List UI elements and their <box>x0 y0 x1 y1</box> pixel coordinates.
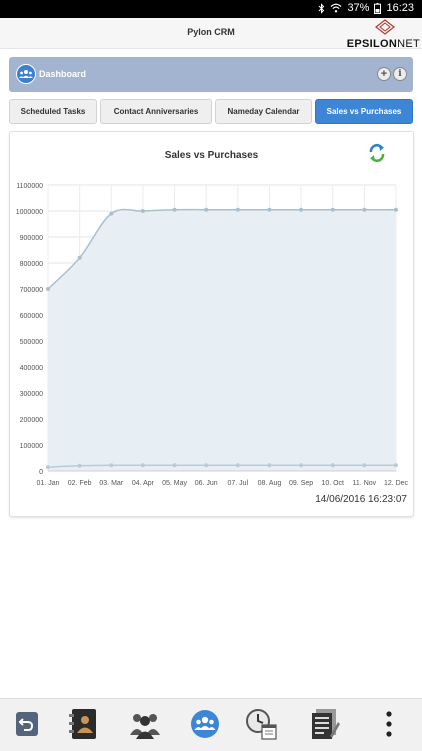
clock-time: 16:23 <box>386 2 414 14</box>
back-button[interactable] <box>10 707 44 741</box>
x-tick-label: 06. Jun <box>195 480 218 487</box>
dashboard-button[interactable] <box>188 707 222 741</box>
x-tick-label: 02. Feb <box>68 480 92 487</box>
y-tick-label: 1000000 <box>16 209 43 216</box>
dashboard-tabs: Scheduled Tasks Contact Anniversaries Na… <box>9 99 413 125</box>
y-tick-label: 1100000 <box>16 183 43 190</box>
y-tick-label: 200000 <box>20 417 43 424</box>
app-title: Pylon CRM <box>187 27 235 37</box>
data-point <box>330 207 335 212</box>
tab-sales-vs-purchases[interactable]: Sales vs Purchases <box>315 99 413 124</box>
reports-button[interactable] <box>308 707 342 741</box>
dashboard-header: Dashboard + i <box>9 57 413 92</box>
address-book-icon <box>69 709 96 739</box>
users-icon <box>16 64 36 84</box>
tab-nameday-calendar[interactable]: Nameday Calendar <box>215 99 312 124</box>
data-point <box>140 463 145 468</box>
bluetooth-icon <box>319 2 325 14</box>
data-point <box>267 207 272 212</box>
dashboard-label: Dashboard <box>39 69 87 79</box>
data-point <box>299 207 304 212</box>
series-area <box>48 209 396 472</box>
contacts-icon <box>130 714 160 739</box>
back-icon <box>16 712 38 736</box>
data-point <box>267 463 272 468</box>
bottom-toolbar <box>0 698 422 751</box>
x-tick-label: 07. Jul <box>228 480 249 487</box>
tab-contact-anniversaries[interactable]: Contact Anniversaries <box>100 99 212 124</box>
x-tick-label: 12. Dec <box>384 480 409 487</box>
wifi-icon <box>331 3 342 13</box>
series-line <box>47 464 396 468</box>
more-icon <box>386 711 392 737</box>
data-point <box>235 207 240 212</box>
data-point <box>46 287 50 291</box>
data-point <box>172 463 177 468</box>
x-tick-label: 08. Aug <box>258 480 282 487</box>
x-tick-label: 01. Jan <box>37 480 60 487</box>
refresh-icon[interactable] <box>368 142 386 164</box>
info-icon: i <box>398 68 402 79</box>
add-widget-button[interactable]: + <box>377 67 391 81</box>
info-button[interactable]: i <box>393 67 407 81</box>
data-point <box>140 209 145 213</box>
data-point <box>394 207 398 212</box>
app-header: Pylon CRM EPSILONNET <box>0 18 422 50</box>
reports-icon <box>312 709 340 739</box>
y-tick-label: 600000 <box>20 313 43 320</box>
y-tick-label: 500000 <box>20 339 43 346</box>
epsilon-logo-icon <box>375 19 395 35</box>
contacts-button[interactable] <box>128 707 162 741</box>
clock-calendar-icon <box>246 709 277 740</box>
chart-panel: Sales vs Purchases 0 100000 200000 300000 40… <box>9 131 414 517</box>
chart-timestamp: 14/06/2016 16:23:07 <box>315 494 407 505</box>
x-tick-label: 04. Apr <box>132 480 155 487</box>
data-point <box>362 207 367 212</box>
data-point <box>109 211 114 216</box>
data-point <box>235 463 240 468</box>
data-point <box>362 463 367 468</box>
more-button[interactable] <box>372 707 406 741</box>
chart-title: Sales vs Purchases <box>164 150 259 161</box>
data-point <box>204 463 209 468</box>
data-point <box>46 465 50 470</box>
sales-purchases-chart: 0 100000 200000 300000 400000 500000 600000 700… <box>16 183 409 487</box>
data-point <box>330 463 335 468</box>
data-point <box>77 463 82 468</box>
data-point <box>204 207 209 212</box>
y-tick-label: 0 <box>39 469 43 476</box>
y-tick-label: 100000 <box>20 443 43 450</box>
status-bar: 37% 16:23 <box>0 0 422 18</box>
plus-icon: + <box>380 67 388 80</box>
brand-main: EPSILON <box>346 38 398 50</box>
series-line <box>47 208 396 290</box>
data-point <box>394 463 398 468</box>
y-tick-label: 800000 <box>20 261 43 268</box>
battery-percent: 37% <box>347 2 370 14</box>
x-tick-label: 10. Oct <box>321 480 344 487</box>
y-tick-label: 700000 <box>20 287 43 294</box>
data-point <box>77 255 82 260</box>
data-point <box>109 463 114 468</box>
data-point <box>172 207 177 212</box>
brand-sub: NET <box>397 38 420 50</box>
battery-icon <box>374 2 382 14</box>
x-tick-label: 05. May <box>162 480 187 487</box>
x-tick-label: 09. Sep <box>289 480 313 487</box>
calendar-button[interactable] <box>244 707 278 741</box>
tab-scheduled-tasks[interactable]: Scheduled Tasks <box>9 99 97 124</box>
data-point <box>299 463 304 468</box>
dashboard-icon <box>191 710 219 738</box>
y-tick-label: 300000 <box>20 391 43 398</box>
x-tick-label: 03. Mar <box>99 480 123 487</box>
y-tick-label: 900000 <box>20 235 43 242</box>
y-tick-label: 400000 <box>20 365 43 372</box>
x-tick-label: 11. Nov <box>353 480 377 487</box>
address-book-button[interactable] <box>67 707 101 741</box>
brand-logo-text: EPSILONNET <box>347 38 420 50</box>
